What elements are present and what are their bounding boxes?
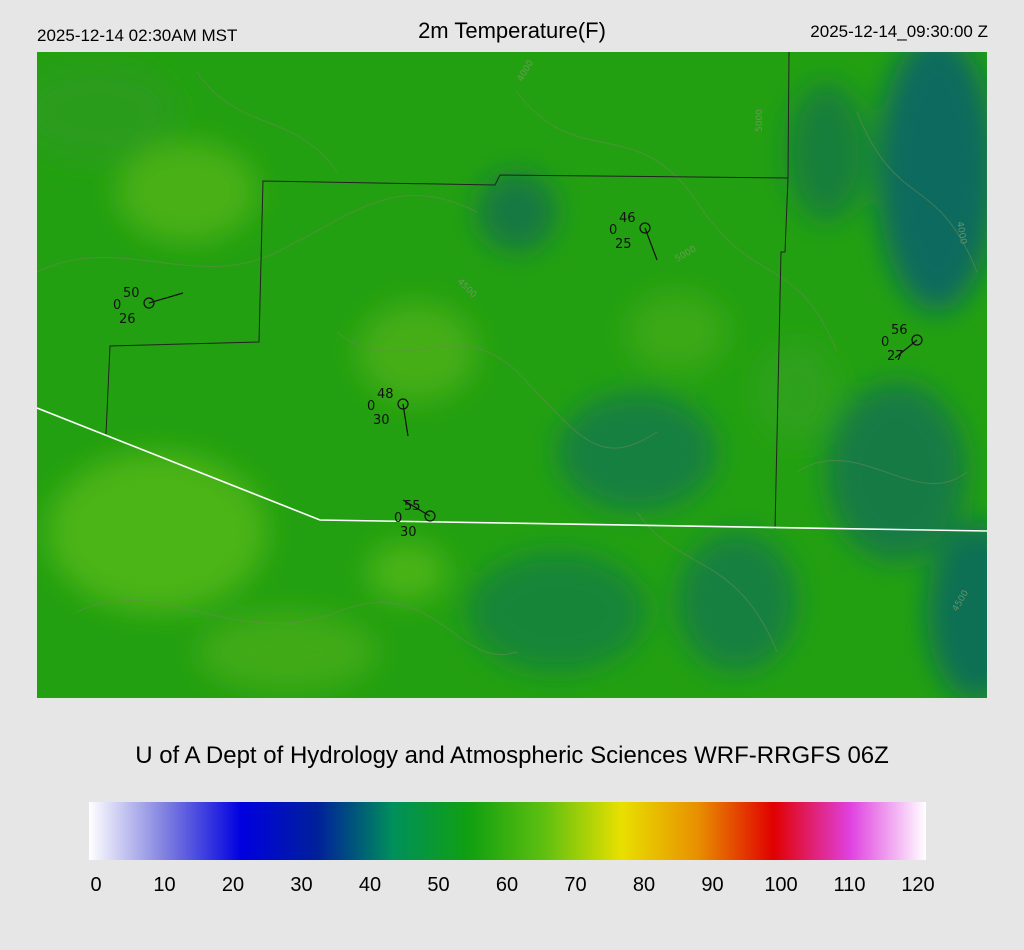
colorbar-tick-label: 100 [764,874,798,896]
station-dewpoint: 30 [373,413,390,428]
wind-barb [894,339,918,359]
temperature-map[interactable]: 4000 4500 4500 5000 5000 4000 5002646025… [37,52,987,698]
colorbar-tick-label: 90 [701,874,724,896]
station-dewpoint: 30 [400,525,417,540]
wind-barb [402,499,431,517]
station-dewpoint: 26 [119,312,136,327]
contour-label: 4000 [954,221,968,246]
station-temperature: 55 [404,499,421,514]
colorbar-tick-label: 60 [495,874,519,896]
elevation-contours [37,71,978,655]
temperature-field [37,52,987,698]
station-dewpoint: 27 [887,349,904,364]
county-boundaries [105,52,790,530]
colorbar-tick-label: 70 [564,874,587,896]
station-value: 0 [881,335,889,350]
colorbar-tick-label: 20 [221,874,245,896]
temperature-colorbar [89,802,926,860]
colorbar-tick-label: 80 [632,874,656,896]
station-value: 0 [394,511,402,526]
wind-barb [402,403,409,437]
station-value: 0 [113,298,121,313]
colorbar-tick-label: 10 [153,874,176,896]
credit-text: U of A Dept of Hydrology and Atmospheric… [135,742,889,769]
colorbar-tick-label: 30 [290,874,313,896]
station-value: 0 [367,399,375,414]
colorbar-ticks: 0 10 20 30 40 50 60 70 80 90 100 110 120 [0,874,1024,904]
colorbar-tick-label: 120 [901,874,935,896]
station-temperature: 56 [891,323,908,338]
station-circle [397,398,409,410]
station-temperature: 46 [619,211,636,226]
colorbar-tick-label: 50 [427,874,450,896]
colorbar-tick-label: 110 [833,874,866,896]
station-circle [143,297,155,309]
colorbar-tick-label: 40 [358,874,382,896]
local-time-label: 2025-12-14 02:30AM MST [37,26,238,45]
utc-time-label: 2025-12-14_09:30:00 Z [810,22,988,41]
station-circle [424,510,436,522]
station-circle [911,334,923,346]
station-dewpoint: 25 [615,237,632,252]
wind-barb [148,292,184,304]
map-title: 2m Temperature(F) [418,18,606,43]
wind-barb [644,227,658,261]
station-temperature: 48 [377,387,394,402]
station-value: 0 [609,223,617,238]
state-border [37,407,987,532]
contour-label: 5000 [755,109,765,132]
station-circle [639,222,651,234]
colorbar-tick-label: 0 [90,874,102,896]
station-temperature: 50 [123,286,140,301]
